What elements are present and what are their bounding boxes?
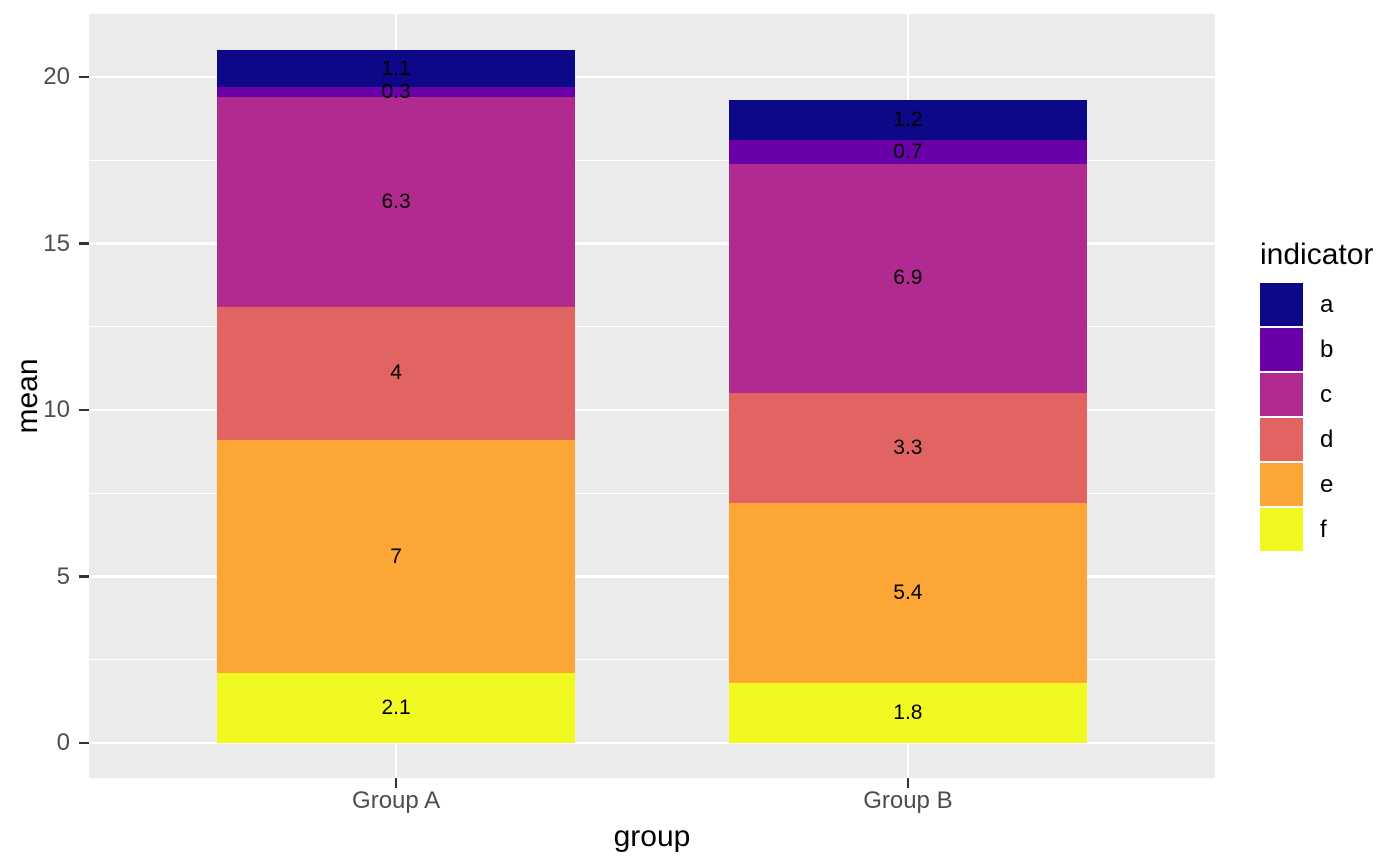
x-tick-label-0: Group A (352, 787, 441, 814)
legend-swatch-c (1260, 373, 1303, 416)
legend-entry-e: e (1260, 463, 1373, 506)
bar-segment-d-0 (217, 306, 576, 440)
bar-segment-a-0 (217, 50, 576, 87)
y-tick-mark-15 (79, 242, 89, 245)
legend-swatch-b (1260, 328, 1303, 371)
legend-swatch-e (1260, 463, 1303, 506)
gridline-minor-y17.5 (89, 159, 1215, 161)
gridline-minor-y7.5 (89, 492, 1215, 494)
legend-label-f: f (1320, 515, 1327, 543)
bar-segment-e-0 (217, 439, 576, 674)
y-tick-label-15: 15 (43, 229, 70, 257)
legend-entry-b: b (1260, 328, 1373, 371)
gridline-minor-y12.5 (89, 326, 1215, 328)
legend-key-d (1260, 418, 1303, 461)
legend-entry-c: c (1260, 373, 1373, 416)
bar-segment-b-1 (728, 140, 1087, 164)
legend-key-e (1260, 463, 1303, 506)
y-tick-mark-10 (79, 408, 89, 412)
x-tick-label-1: Group B (863, 787, 953, 814)
legend-title: indicator (1260, 238, 1374, 271)
legend-key-c (1260, 373, 1303, 416)
bar-segment-f-1 (728, 683, 1087, 743)
gridline-major-y15 (89, 242, 1215, 245)
bar-segment-c-0 (217, 96, 576, 307)
bar-segment-b-0 (217, 86, 576, 97)
legend-label-a: a (1320, 290, 1334, 318)
bar-segment-e-1 (728, 503, 1087, 684)
gridline-minor-y2.5 (89, 659, 1215, 661)
y-tick-label-10: 10 (43, 396, 70, 423)
y-tick-mark-0 (79, 741, 89, 745)
legend-entry-f: f (1260, 508, 1373, 551)
x-axis-title: group (613, 820, 691, 853)
legend-label-d: d (1320, 425, 1334, 453)
gridline-major-y5 (89, 575, 1215, 578)
y-tick-label-20: 20 (43, 63, 70, 90)
x-tick-mark-1 (906, 778, 910, 788)
legend-label-e: e (1320, 470, 1334, 498)
legend-swatch-a (1260, 283, 1303, 326)
legend-key-b (1260, 328, 1303, 371)
y-tick-mark-5 (79, 575, 89, 578)
bar-segment-c-1 (728, 163, 1087, 394)
bar-segment-f-0 (217, 673, 576, 743)
legend-entry-d: d (1260, 418, 1373, 461)
legend-label-b: b (1320, 335, 1334, 363)
plot-panel: 2.1 7 4 6.3 0.3 1.1 1.8 5.4 3.3 6.9 0.7 1.2 (89, 14, 1215, 778)
legend-entry-a: a (1260, 283, 1373, 326)
bar-segment-d-1 (728, 393, 1087, 504)
x-tick-mark-0 (394, 778, 398, 788)
legend-swatch-d (1260, 418, 1303, 461)
gridline-major-y10 (89, 408, 1215, 412)
gridline-major-y20 (89, 75, 1215, 79)
bar-segment-a-1 (728, 100, 1087, 141)
legend-key-f (1260, 508, 1303, 551)
y-tick-label-0: 0 (56, 729, 70, 756)
y-tick-mark-20 (79, 75, 89, 79)
legend-label-c: c (1320, 380, 1332, 408)
y-tick-label-5: 5 (56, 562, 70, 590)
legend-swatch-f (1260, 508, 1303, 551)
legend-key-a (1260, 283, 1303, 326)
gridline-major-y0 (89, 741, 1215, 745)
